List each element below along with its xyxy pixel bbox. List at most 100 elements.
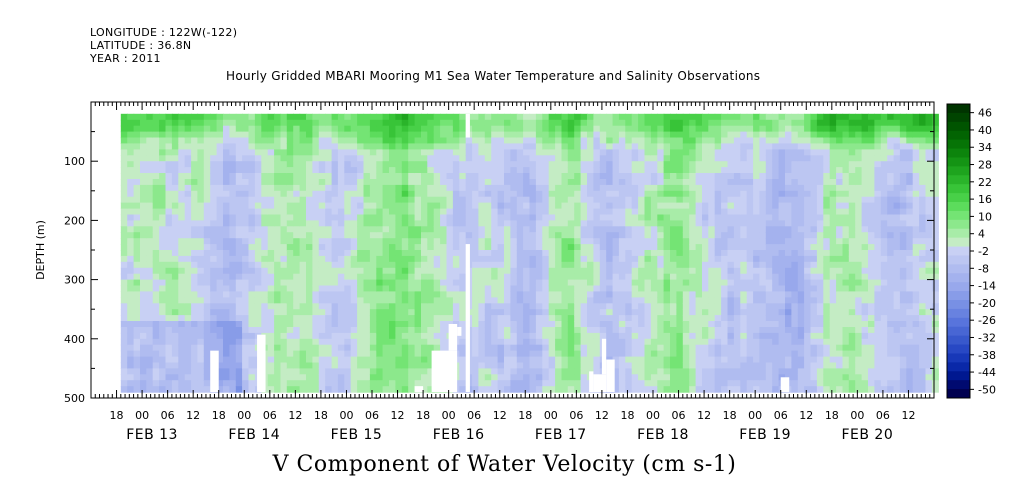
- heatmap-cell: [650, 220, 658, 227]
- heatmap-cell: [478, 196, 486, 204]
- heatmap-cell: [759, 238, 767, 245]
- heatmap-cell: [759, 297, 767, 304]
- heatmap-cell: [146, 226, 154, 233]
- heatmap-cell: [695, 214, 703, 221]
- heatmap-cell: [574, 285, 582, 292]
- heatmap-cell: [389, 338, 396, 346]
- heatmap-cell: [567, 113, 575, 121]
- heatmap-cell: [759, 232, 767, 239]
- heatmap-cell: [759, 279, 767, 287]
- heatmap-cell: [274, 179, 282, 186]
- heatmap-cell: [548, 232, 556, 239]
- heatmap-cell: [191, 161, 199, 168]
- heatmap-cell: [120, 161, 128, 168]
- heatmap-cell: [759, 261, 767, 269]
- heatmap-cell: [625, 202, 633, 210]
- heatmap-cell: [382, 179, 390, 186]
- heatmap-cell: [197, 184, 205, 192]
- heatmap-cell: [670, 380, 677, 387]
- heatmap-cell: [631, 238, 639, 245]
- heatmap-cell: [631, 273, 639, 281]
- heatmap-cell: [159, 309, 167, 316]
- heatmap-cell: [421, 250, 428, 257]
- heatmap-cell: [369, 255, 377, 263]
- heatmap-cell: [350, 190, 358, 198]
- heatmap-cell: [140, 386, 147, 393]
- heatmap-cell: [318, 338, 326, 346]
- heatmap-cell: [210, 332, 218, 340]
- heatmap-cell: [504, 220, 511, 227]
- heatmap-cell: [203, 173, 211, 180]
- heatmap-cell: [325, 303, 333, 310]
- heatmap-cell: [133, 202, 141, 210]
- heatmap-cell: [376, 202, 384, 210]
- heatmap-cell: [325, 332, 333, 340]
- heatmap-cell: [491, 327, 499, 334]
- heatmap-cell: [293, 220, 301, 227]
- heatmap-cell: [184, 149, 192, 156]
- heatmap-cell: [529, 173, 537, 180]
- heatmap-cell: [274, 338, 282, 346]
- heatmap-cell: [753, 285, 761, 292]
- heatmap-cell: [286, 285, 294, 292]
- heatmap-cell: [778, 161, 786, 168]
- heatmap-cell: [191, 350, 199, 358]
- heatmap-cell: [548, 238, 556, 245]
- heatmap-cell: [184, 285, 192, 292]
- heatmap-cell: [159, 350, 167, 358]
- heatmap-cell: [657, 149, 665, 156]
- heatmap-cell: [670, 327, 677, 334]
- heatmap-cell: [140, 344, 147, 352]
- heatmap-cell: [791, 344, 799, 352]
- heatmap-cell: [657, 291, 665, 298]
- heatmap-cell: [797, 119, 805, 127]
- heatmap-cell: [772, 184, 780, 192]
- heatmap-cell: [344, 297, 352, 304]
- heatmap-cell: [191, 279, 199, 287]
- heatmap-cell: [740, 143, 748, 150]
- heatmap-cell: [612, 119, 620, 127]
- heatmap-cell: [599, 315, 607, 322]
- heatmap-cell: [791, 279, 799, 287]
- heatmap-cell: [523, 149, 531, 156]
- heatmap-cell: [395, 321, 403, 328]
- heatmap-cell: [331, 184, 339, 192]
- heatmap-cell: [248, 131, 256, 139]
- heatmap-cell: [223, 303, 230, 310]
- heatmap-cell: [663, 386, 671, 393]
- heatmap-cell: [152, 279, 160, 287]
- heatmap-cell: [714, 214, 722, 221]
- heatmap-cell: [446, 303, 454, 310]
- heatmap-cell: [421, 309, 428, 316]
- heatmap-cell: [171, 338, 179, 346]
- heatmap-cell: [133, 196, 141, 204]
- heatmap-cell: [714, 303, 722, 310]
- heatmap-cell: [165, 202, 173, 210]
- heatmap-cell: [587, 125, 594, 133]
- heatmap-cell: [727, 155, 735, 162]
- heatmap-cell: [369, 179, 377, 186]
- heatmap-cell: [446, 149, 454, 156]
- heatmap-cell: [587, 208, 594, 216]
- heatmap-cell: [357, 149, 365, 156]
- heatmap-cell: [676, 380, 684, 387]
- heatmap-cell: [369, 137, 377, 144]
- heatmap-cell: [491, 143, 499, 150]
- heatmap-cell: [242, 315, 250, 322]
- heatmap-cell: [337, 350, 345, 358]
- heatmap-cell: [587, 161, 594, 168]
- heatmap-cell: [427, 380, 435, 387]
- heatmap-cell: [414, 332, 422, 340]
- heatmap-cell: [657, 362, 665, 369]
- heatmap-cell: [529, 327, 537, 334]
- heatmap-cell: [791, 332, 799, 340]
- heatmap-cell: [714, 238, 722, 245]
- heatmap-cell: [178, 267, 186, 275]
- heatmap-cell: [280, 344, 288, 352]
- heatmap-cell: [433, 309, 441, 316]
- heatmap-cell: [772, 143, 780, 150]
- heatmap-cell: [229, 261, 237, 269]
- heatmap-cell: [650, 368, 658, 375]
- heatmap-cell: [714, 137, 722, 144]
- heatmap-cell: [408, 386, 416, 393]
